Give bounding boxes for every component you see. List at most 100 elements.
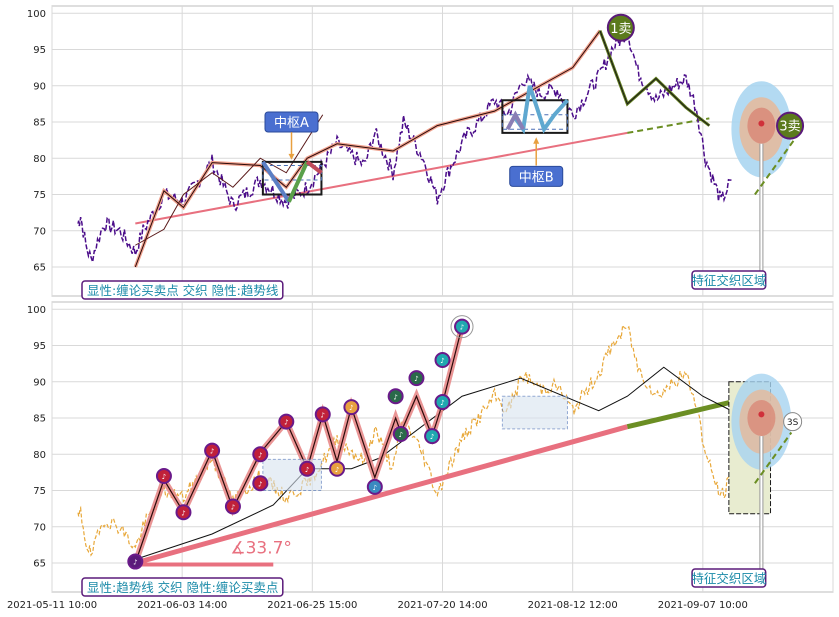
y-tick-label: 75 [33, 190, 46, 201]
buy-sell-marker [155, 468, 172, 484]
center-b-box-bottom [501, 395, 568, 430]
buy-sell-marker [252, 446, 269, 463]
center-b-label-bg [509, 165, 564, 187]
y-tick-label: 95 [33, 45, 46, 56]
y-tick-label: 90 [33, 81, 46, 92]
y-tick-label: 65 [33, 559, 46, 570]
legend-bottom-bg [81, 577, 284, 597]
marker-glyph: ♪ [321, 411, 325, 419]
marker-glyph: ♪ [373, 484, 377, 492]
buy-sell-marker [408, 370, 425, 387]
buy-sell-marker [424, 428, 441, 445]
y-tick-label: 80 [33, 450, 46, 461]
sub-stroke-line [135, 114, 324, 246]
x-tick-label: 2021-09-07 10:00 [658, 600, 748, 611]
marker-glyph: ♪ [305, 466, 309, 474]
center-b-arrowhead [533, 137, 540, 144]
x-tick-label: 2021-06-03 14:00 [137, 600, 227, 611]
y-tick-label: 65 [33, 263, 46, 274]
marker-glyph: ♪ [133, 559, 137, 567]
center-b-inner [501, 114, 568, 130]
buy-sell-marker [366, 478, 383, 495]
marker-glyph: ♪ [335, 466, 339, 474]
marker-glyph: ♪ [210, 448, 214, 456]
marker-glyph: ♪ [181, 509, 185, 517]
zone-dot [758, 120, 765, 127]
buy-sell-marker [387, 388, 404, 405]
center-a-seg3 [305, 160, 323, 175]
buy-sell-marker [343, 399, 360, 416]
x-tick-label: 2021-07-20 14:00 [397, 600, 487, 611]
marker-glyph: ♪ [399, 431, 403, 439]
buy-sell-marker [278, 413, 295, 430]
center-a-label-text: 中枢A [274, 116, 309, 131]
buy-sell-marker [127, 553, 144, 570]
marker-glyph: ♪ [231, 503, 235, 511]
marker-glyph: ♪ [349, 404, 353, 412]
y-tick-label: 95 [33, 341, 46, 352]
bottom-grid [51, 302, 834, 592]
zone-label-bottom-text: 特征交织区域 [691, 571, 766, 586]
sell3-small-text: 3S [787, 418, 799, 428]
trend-extension [627, 117, 710, 134]
buy-sell-marker [454, 318, 471, 335]
y-tick-label: 75 [33, 486, 46, 497]
legend-top-text: 显性:缠论买卖点 交织 隐性:趋势线 [87, 283, 279, 298]
center-b-label-text: 中枢B [519, 170, 554, 185]
center-a-label-bg [264, 111, 319, 133]
buy-sell-marker [224, 498, 241, 515]
marker-glyph: ♪ [393, 393, 397, 401]
y-tick-label: 85 [33, 118, 46, 129]
x-ticks: 2021-05-11 10:00 2021-06-03 14:00 2021-06-… [7, 600, 748, 611]
marker-glyph: ♪ [162, 473, 166, 481]
bottom-y-ticks: 65 70 75 80 85 90 95 100 [27, 305, 46, 570]
sell3-point-circle [776, 111, 805, 140]
buy-sell-marker [434, 394, 451, 411]
y-tick-label: 100 [27, 305, 46, 316]
zone-dot-bottom [758, 411, 765, 418]
y-tick-label: 70 [33, 226, 46, 237]
y-tick-label: 85 [33, 414, 46, 425]
marker-glyph: ♪ [414, 375, 418, 383]
buy-sell-marker [299, 460, 316, 477]
x-tick-label: 2021-05-11 10:00 [7, 600, 97, 611]
sell3-point-text: 3卖 [779, 120, 800, 135]
legend-top-bg [81, 280, 284, 300]
zigzag-inner [134, 326, 463, 564]
top-grid [51, 6, 834, 296]
marker-glyph: ♪ [440, 399, 444, 407]
y-tick-label: 70 [33, 522, 46, 533]
bottom-content: ∡33.7° 3S ♪ ♪ ♪ ♪ ♪ ♪ ♪ ♪ ♪ ♪ ♪ ♪ ♪ ♪ ♪ ♪ ♪ ♪ ♪ ♪ 显性:趋势线 交织 隐性… [77, 315, 803, 597]
buy-sell-marker [329, 460, 346, 477]
stroke-line-inner [134, 30, 601, 268]
zone-label-top-text: 特征交织区域 [691, 273, 766, 288]
center-a-seg2 [287, 161, 309, 203]
marker-glyph: ♪ [440, 357, 444, 365]
marker-glyph: ♪ [258, 451, 262, 459]
zone-label-bottom-bg [691, 568, 767, 588]
bottom-panel: 65 70 75 80 85 90 95 100 ∡33.7° 3S ♪ ♪ ♪ ♪ ♪ ♪ ♪ ♪ ♪ ♪ ♪ ♪ ♪ ♪… [27, 301, 834, 597]
zone-label-top-bg [691, 270, 767, 290]
marker-glyph: ♪ [430, 433, 434, 441]
trend-green-bottom [626, 399, 733, 430]
y-tick-label: 100 [27, 9, 46, 20]
trend-line-bottom [134, 424, 629, 566]
sell1-point-text: 1卖 [610, 22, 631, 37]
peak-highlight-ring [450, 315, 474, 339]
thin-black-line [135, 366, 732, 560]
buy-sell-marker [392, 425, 409, 442]
marker-glyph: ♪ [284, 419, 288, 427]
zone-inner-bottom [747, 400, 776, 436]
legend-bottom-text: 显性:趋势线 交织 隐性:缠论买卖点 [87, 580, 278, 595]
marker-glyph: ♪ [258, 480, 262, 488]
center-a-seg1 [261, 160, 291, 203]
center-b-seg [505, 110, 525, 131]
x-tick-label: 2021-06-25 15:00 [267, 600, 357, 611]
sell3-small-circle [783, 412, 803, 432]
sell3-dash-bottom [754, 431, 793, 484]
x-tick-label: 2021-08-12 12:00 [528, 600, 618, 611]
trend-line [135, 131, 628, 225]
